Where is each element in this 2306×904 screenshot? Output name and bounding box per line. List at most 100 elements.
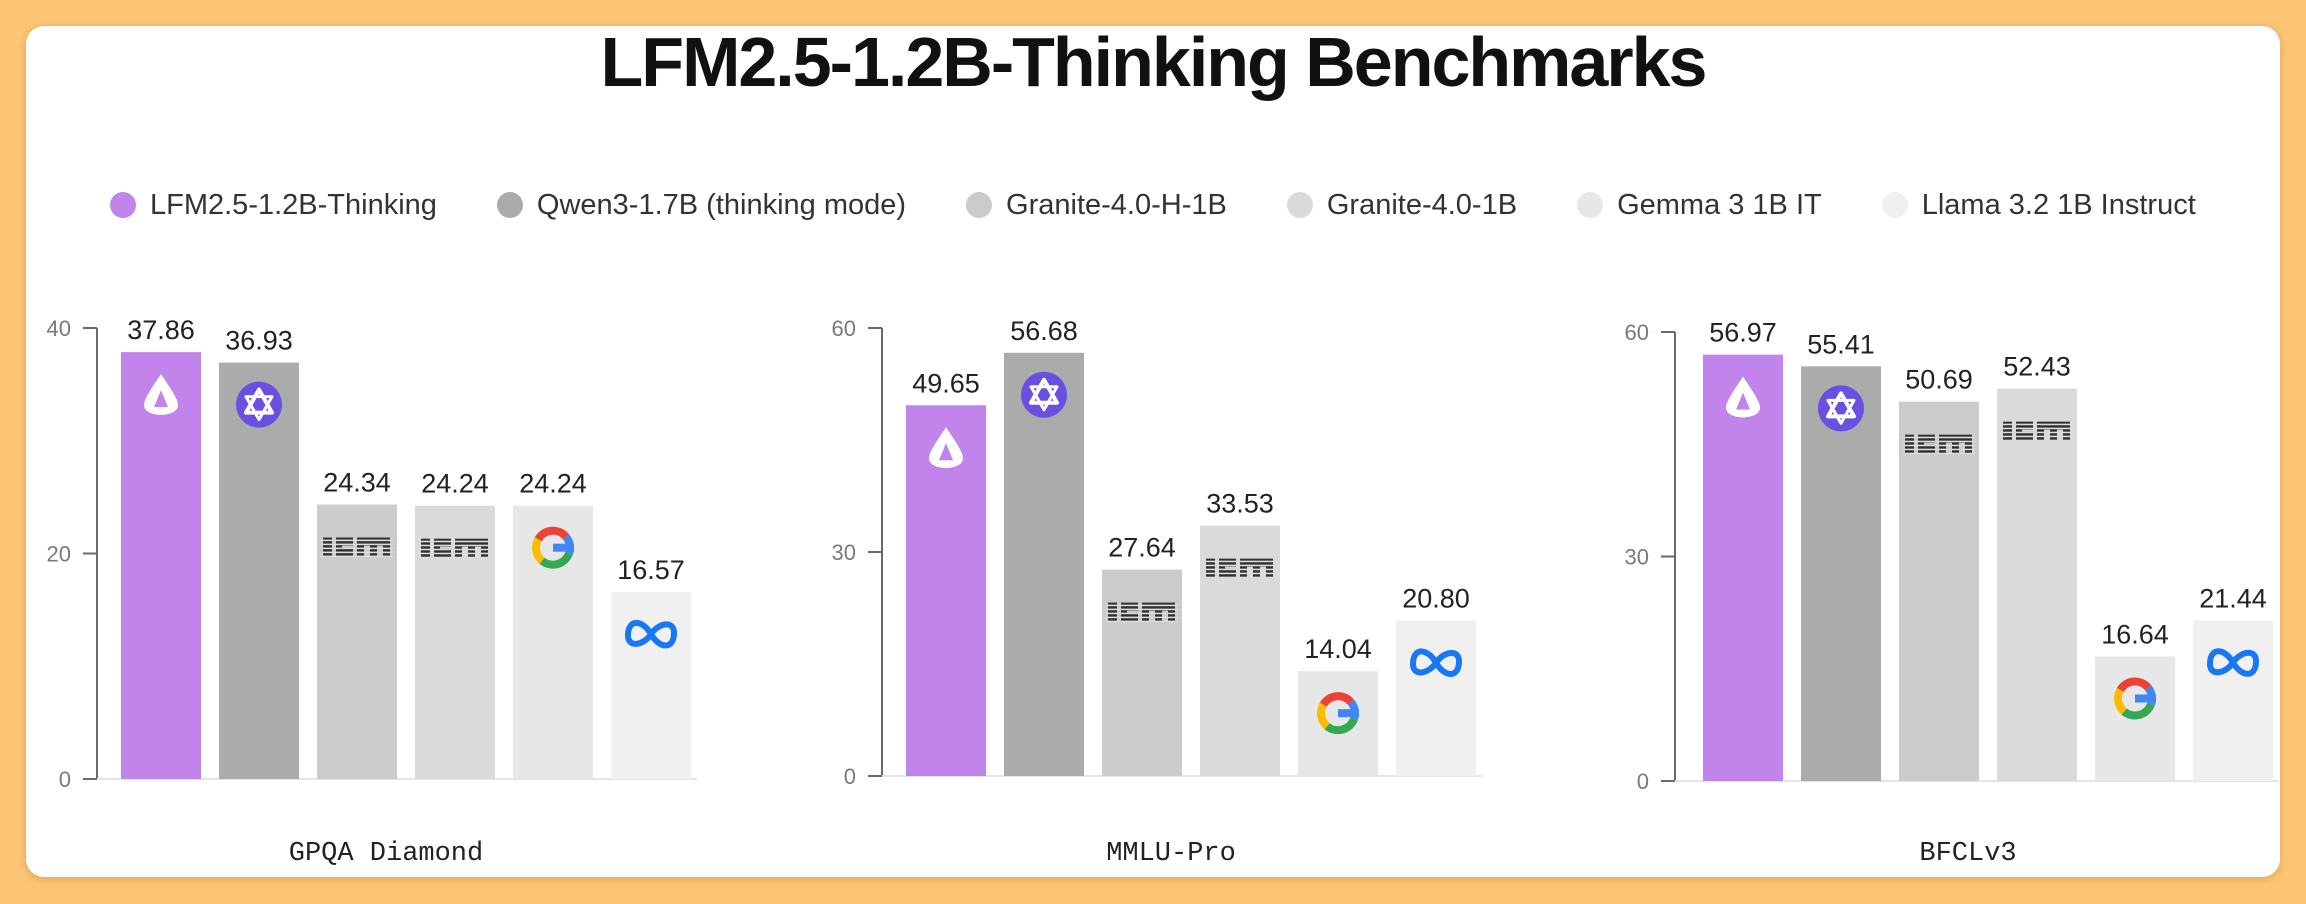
qwen-logo-detail-icon — [244, 387, 274, 415]
legend-swatch-icon — [1286, 192, 1313, 218]
legend-swatch-icon — [496, 192, 523, 218]
ibm-logo-stripe-icon — [1903, 444, 1975, 447]
bar-value-label: 55.41 — [1807, 329, 1875, 359]
bar — [1703, 354, 1783, 781]
ibm-logo-part-icon — [2063, 421, 2070, 441]
ibm-logo-part-icon — [1121, 602, 1127, 622]
chart-title: BFCLv3 — [1919, 839, 2016, 869]
ibm-logo-part-icon — [2057, 421, 2063, 430]
ibm-logo-stripe-icon — [1903, 440, 1975, 443]
chart-title: MMLU-Pro — [1106, 839, 1236, 869]
bar — [2193, 620, 2273, 781]
ibm-logo-stripe-icon — [1106, 612, 1178, 615]
ibm-logo-part-icon — [1168, 602, 1175, 622]
legend-label: Gemma 3 1B IT — [1617, 188, 1822, 221]
legend-item: Granite-4.0-1B — [1286, 188, 1518, 222]
qwen-logo-detail-icon — [244, 395, 274, 422]
ibm-logo-part-icon — [377, 537, 383, 546]
legend-swatch-icon — [1881, 192, 1908, 218]
google-logo-icon — [539, 551, 573, 569]
bar — [1298, 671, 1378, 776]
ibm-logo-part-icon — [468, 538, 475, 558]
ibm-logo-part-icon — [434, 538, 440, 558]
ibm-logo-part-icon — [1965, 434, 1972, 454]
ibm-logo-stripe-icon — [2001, 431, 2073, 434]
google-logo-icon — [2121, 702, 2155, 720]
y-tick-label: 30 — [832, 540, 856, 565]
ibm-logo-icon — [321, 537, 393, 558]
legend-label: Qwen3-1.7B (thinking mode) — [536, 188, 907, 221]
bar-value-label: 16.64 — [2101, 619, 2169, 649]
ibm-logo-stripe-icon — [1106, 616, 1178, 619]
ibm-logo-part-icon — [342, 537, 353, 546]
legend-label: Granite-4.0-1B — [1326, 188, 1518, 221]
legend-item: Qwen3-1.7B (thinking mode) — [496, 188, 907, 222]
ibm-logo-part-icon — [1959, 434, 1965, 443]
legend-swatch-icon — [110, 192, 136, 218]
ibm-logo-part-icon — [455, 538, 462, 558]
ibm-logo-stripe-icon — [1204, 576, 1276, 579]
ibm-logo-part-icon — [2003, 421, 2012, 441]
bar-value-label: 52.43 — [2003, 352, 2071, 382]
qwen-logo-detail-icon — [1029, 377, 1059, 405]
ibm-logo-part-icon — [323, 537, 332, 557]
ibm-logo-part-icon — [1946, 434, 1952, 443]
bar — [219, 362, 299, 779]
legend-item: LFM2.5-1.2B-Thinking — [110, 189, 437, 222]
ibm-logo-stripe-icon — [419, 548, 491, 551]
qwen-logo-icon — [1021, 371, 1067, 418]
bar — [1004, 352, 1084, 776]
liquid-logo-detail-icon — [1736, 392, 1750, 410]
google-logo-icon — [1324, 717, 1358, 735]
y-tick-label: 30 — [1625, 545, 1649, 570]
legend: LFM2.5-1.2B-Thinking Qwen3-1.7B (thinkin… — [110, 185, 2256, 225]
y-tick-label: 40 — [47, 316, 71, 341]
meta-logo-icon — [2207, 648, 2259, 677]
ibm-logo-part-icon — [2022, 421, 2033, 430]
google-logo-icon — [532, 537, 545, 564]
bar-value-label: 20.80 — [1402, 584, 1470, 614]
bar-value-label: 14.04 — [1304, 634, 1372, 664]
ibm-logo-stripe-icon — [321, 539, 393, 542]
ibm-logo-part-icon — [1952, 434, 1959, 454]
ibm-logo-part-icon — [1253, 558, 1260, 578]
ibm-logo-stripe-icon — [1204, 564, 1276, 567]
bar-value-label: 27.64 — [1108, 533, 1176, 563]
y-tick-label: 0 — [59, 767, 71, 792]
bar — [1899, 401, 1979, 781]
ibm-logo-stripe-icon — [1204, 560, 1276, 563]
ibm-logo-part-icon — [383, 537, 390, 557]
ibm-logo-part-icon — [1924, 434, 1935, 443]
qwen-logo-detail-icon — [1826, 398, 1856, 425]
google-logo-icon — [1319, 692, 1355, 707]
legend-item: Llama 3.2 1B Instruct — [1881, 189, 2196, 222]
ibm-logo-part-icon — [421, 538, 430, 558]
google-logo-icon — [534, 526, 570, 542]
y-tick-label: 0 — [1637, 769, 1649, 794]
chart-title: GPQA Diamond — [289, 839, 483, 869]
bar-value-label: 16.57 — [617, 555, 685, 585]
ibm-logo-stripe-icon — [1903, 436, 1975, 439]
legend-item: Granite-4.0-H-1B — [966, 189, 1227, 222]
ibm-logo-stripe-icon — [1204, 572, 1276, 575]
ibm-logo-part-icon — [1149, 602, 1155, 611]
ibm-logo-part-icon — [1155, 602, 1162, 622]
meta-logo-icon — [1410, 648, 1462, 677]
ibm-logo-stripe-icon — [419, 552, 491, 555]
ibm-logo-stripe-icon — [1204, 568, 1276, 571]
bar-value-label: 50.69 — [1905, 365, 1973, 395]
google-logo-icon — [2114, 687, 2127, 715]
google-logo-bar-icon — [1338, 709, 1359, 718]
ibm-logo-stripe-icon — [419, 540, 491, 543]
ibm-logo-part-icon — [2044, 421, 2050, 430]
y-tick-label: 60 — [832, 316, 856, 341]
ibm-logo-part-icon — [462, 538, 468, 547]
bar — [1396, 620, 1476, 776]
qwen-logo-detail-icon — [1826, 391, 1856, 419]
bar-value-label: 49.65 — [912, 368, 980, 398]
y-tick-label: 60 — [1625, 320, 1649, 345]
ibm-logo-part-icon — [1918, 434, 1924, 454]
bar-value-label: 24.24 — [519, 469, 587, 499]
ibm-logo-part-icon — [1108, 602, 1117, 622]
google-logo-icon — [1317, 702, 1330, 730]
